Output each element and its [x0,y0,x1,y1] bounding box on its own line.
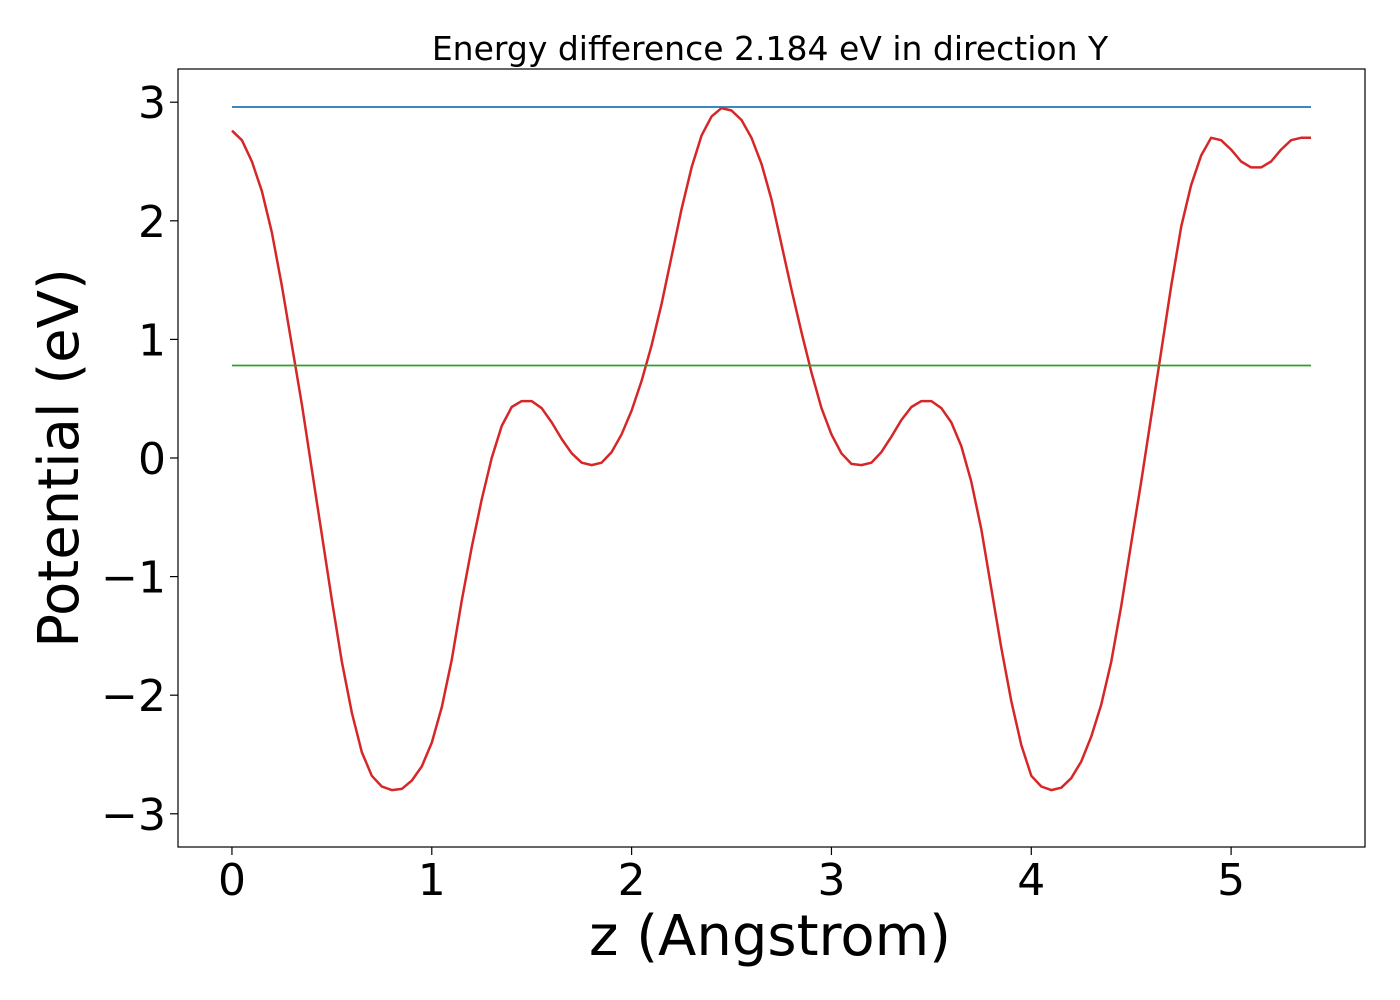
y-tick-label: 0 [138,434,166,485]
x-axis-label: z (Angstrom) [589,904,951,969]
y-tick-label: 1 [138,315,166,366]
x-tick-label: 5 [1217,855,1245,906]
y-tick-label: 2 [138,197,166,248]
x-tick-label: 2 [618,855,646,906]
y-axis-label: Potential (eV) [27,268,92,648]
x-tick-label: 3 [817,855,845,906]
series-line-0 [231,106,1311,792]
y-tick-label: −1 [101,553,166,604]
y-axis-ticks: −3 −2 −1 0 1 2 3 [101,78,178,841]
y-tick-label: −3 [101,790,166,841]
y-tick-label: 3 [138,78,166,129]
x-tick-label: 0 [218,855,246,906]
y-tick-label: −2 [101,671,166,722]
chart-title: Energy difference 2.184 eV in direction … [432,29,1109,68]
x-tick-label: 1 [418,855,446,906]
plot-area [231,106,1311,792]
x-axis-ticks: 0 1 2 3 4 5 [218,847,1245,906]
x-tick-label: 4 [1017,855,1045,906]
